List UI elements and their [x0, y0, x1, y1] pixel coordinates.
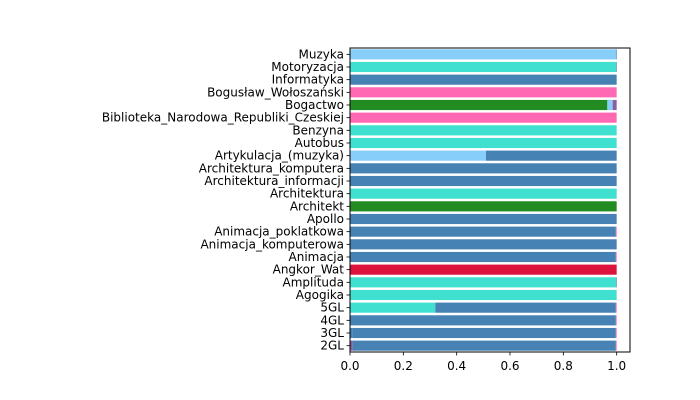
y-tick-label: Angkor_Wat — [273, 263, 345, 277]
x-axis: 0.0 0.2 0.4 0.6 0.8 1.0 — [340, 352, 626, 373]
y-tick-label: Bogactwo — [285, 98, 344, 112]
bar-segment — [615, 302, 617, 313]
bar-segment — [350, 61, 616, 73]
bar-segment — [615, 277, 617, 288]
x-tick-label: 0.4 — [447, 359, 466, 373]
y-tick-label: 3GL — [320, 326, 344, 340]
bar-segment — [615, 327, 617, 339]
y-tick-label: Architektura_komputera — [199, 161, 344, 175]
y-tick-label: Amplituda — [283, 275, 344, 289]
plot-frame — [349, 47, 631, 353]
bar-segment — [350, 87, 617, 98]
y-tick-label: Architekt — [290, 199, 344, 213]
y-tick-label: Artykulacja_(muzyka) — [215, 149, 344, 163]
bar-segment — [350, 150, 486, 161]
bar-segment — [352, 327, 616, 339]
y-tick-label: Muzyka — [299, 47, 344, 61]
bar-segment — [350, 49, 616, 60]
bars-layer — [350, 49, 617, 351]
bar-segment — [615, 251, 617, 263]
bar-segment — [350, 226, 616, 237]
bar-segment — [615, 340, 617, 351]
bar-segment — [350, 289, 617, 301]
bar-segment — [350, 340, 353, 351]
y-tick-label: Animacja_poklatkowa — [214, 225, 344, 239]
x-tick-label: 1.0 — [607, 359, 626, 373]
y-tick-label: Animacja_komputerowa — [200, 237, 344, 251]
y-tick-label: Agogika — [296, 288, 344, 302]
y-tick-label: 4GL — [320, 313, 344, 327]
y-tick-labels: 2GL3GL4GL5GLAgogikaAmplitudaAngkor_WatAn… — [102, 47, 350, 353]
bar-segment — [350, 175, 617, 187]
x-tick-label: 0.6 — [500, 359, 519, 373]
bar-segment — [350, 201, 617, 212]
bar-segment — [350, 125, 617, 136]
bar-segment — [486, 150, 617, 161]
bar-segment — [350, 112, 617, 123]
bar-segment — [350, 251, 616, 263]
bar-segment — [350, 163, 617, 174]
y-tick-label: Architektura_informacji — [204, 174, 344, 188]
y-tick-label: Informatyka — [272, 73, 344, 87]
bar-segment — [350, 264, 617, 275]
bar-segment — [350, 99, 608, 111]
bar-segment — [615, 49, 617, 60]
y-tick-label: Motoryzacja — [271, 60, 344, 74]
bar-segment — [607, 99, 613, 111]
y-tick-label: Biblioteka_Narodowa_Republiki_Czeskiej — [102, 111, 344, 125]
y-tick-label: Benzyna — [292, 123, 344, 137]
bar-segment — [350, 315, 616, 326]
bar-segment — [350, 74, 617, 85]
y-tick-label: Apollo — [307, 212, 344, 226]
bar-segment — [350, 213, 617, 225]
bar-segment — [352, 340, 616, 351]
bar-segment — [615, 61, 617, 73]
bar-segment — [350, 302, 436, 313]
x-tick-label: 0.0 — [340, 359, 359, 373]
bar-segment — [435, 302, 616, 313]
x-tick-label: 0.8 — [554, 359, 573, 373]
y-tick-label: 5GL — [320, 301, 344, 315]
bar-segment — [350, 239, 617, 250]
y-tick-label: Bogusław_Wołoszański — [207, 85, 344, 99]
y-tick-label: Animacja — [289, 250, 344, 264]
bar-segment — [350, 137, 617, 149]
x-tick-label: 0.2 — [394, 359, 413, 373]
bar-segment — [615, 315, 617, 326]
bar-segment — [350, 277, 616, 288]
bar-segment — [615, 226, 617, 237]
y-tick-label: Autobus — [295, 136, 344, 150]
bar-segment — [350, 327, 353, 339]
y-tick-label: 2GL — [320, 339, 344, 353]
y-tick-label: Architektura — [270, 187, 344, 201]
bar-segment — [612, 99, 617, 111]
bar-segment — [350, 188, 617, 199]
